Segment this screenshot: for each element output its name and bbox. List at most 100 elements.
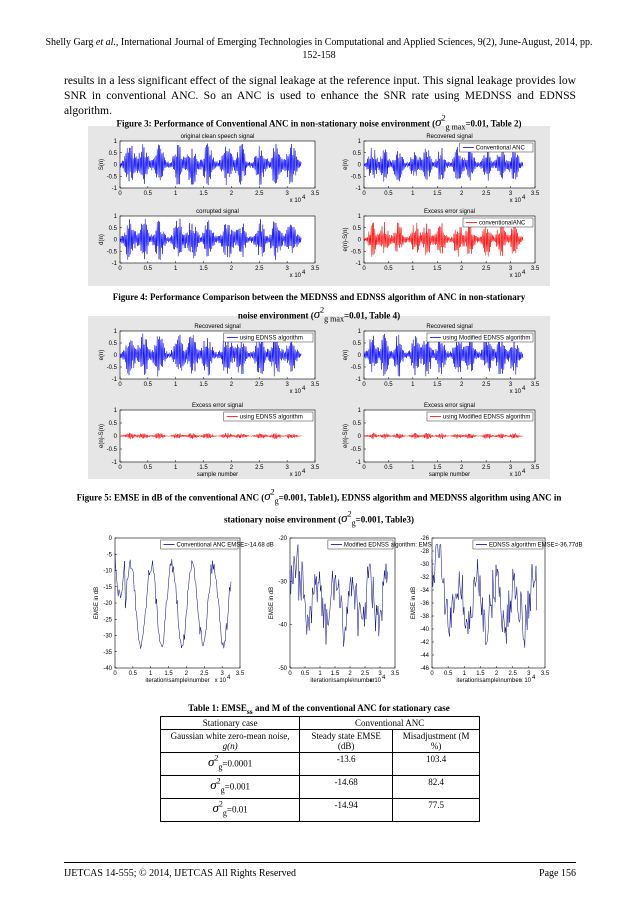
- footer-right: Page 156: [539, 868, 576, 879]
- plot-panel: -26 -28 -30 -32 -34 -36 -38 -40 -42 -44 -460 0.5 1 1.…: [411, 536, 582, 684]
- x-tick-label: 2.5: [482, 465, 491, 471]
- table-row: σ2g=0.0001 -13.6 103.4: [159, 752, 480, 776]
- y-label: EMSE in dB: [269, 587, 275, 619]
- x-tick-label: 3: [285, 382, 289, 388]
- x-tick-label: 3: [220, 671, 224, 677]
- y-tick-label: 0.5: [109, 421, 118, 427]
- x-tick-label: 3: [509, 382, 513, 388]
- y-label: e(n)-S(n): [99, 424, 105, 448]
- text: stationary noise environment (: [224, 514, 342, 525]
- symbol: σ: [264, 488, 271, 504]
- plot-panel: 10.50-0.5-10 0.5 1 1.5 2 2.5 3 3.5x 10 4original…: [99, 134, 320, 204]
- symbol: σ: [207, 754, 215, 770]
- y-tick-label: 1: [358, 214, 362, 220]
- plot-panel: -20-30-40-500 0.5 1 1.5 2 2.5 3 3.5x 10 4iterati…: [269, 536, 465, 684]
- footer-left: IJETCAS 14-555; © 2014, IJETCAS All Righ…: [64, 868, 297, 879]
- subscript: g: [220, 785, 225, 795]
- y-tick-label: -30: [420, 562, 429, 568]
- y-tick-label: 0: [114, 238, 118, 244]
- superscript: 2: [270, 488, 275, 497]
- figure-caption: Figure 5: EMSE in dB of the conventional…: [60, 486, 578, 508]
- text: =0.01: [226, 804, 248, 815]
- table-cell: σ2g=0.01: [159, 798, 301, 822]
- x-tick-label: 3.5: [236, 671, 245, 677]
- text: =0.001, Table3): [355, 514, 414, 525]
- x-tick-label: 3: [509, 191, 513, 197]
- symbol-group: σ2g: [264, 488, 278, 506]
- x-tick-label: 1: [318, 671, 322, 677]
- exponent-power: 4: [302, 270, 306, 276]
- waveform: [119, 333, 302, 377]
- table-row: Gaussian white zero-mean noise, g(n) Stea…: [159, 729, 480, 753]
- x-tick-label: 0.5: [129, 671, 138, 677]
- y-tick-label: -15: [103, 585, 112, 591]
- x-tick-label: 3: [527, 671, 531, 677]
- x-tick-label: 1.5: [476, 671, 485, 677]
- y-tick-label: -25: [103, 617, 112, 623]
- panel-title: original clean speech signal: [181, 134, 255, 140]
- x-label: iteration\sample\number: [145, 678, 209, 684]
- x-tick-label: 2: [460, 266, 464, 272]
- text: Table 1: EMSE: [188, 703, 247, 713]
- table-row: Stationary case Conventional ANC: [159, 716, 480, 730]
- exponent-power: 4: [522, 469, 526, 475]
- y-tick-label: -40: [103, 666, 112, 672]
- subscript: g: [351, 518, 356, 528]
- x-tick-label: 0.5: [384, 465, 393, 471]
- x-tick-label: 3.5: [311, 382, 320, 388]
- panel-title: Excess error signal: [424, 403, 475, 409]
- x-tick-label: 3: [378, 671, 382, 677]
- x-tick-label: 0: [118, 266, 122, 272]
- y-tick-label: 0: [114, 353, 118, 359]
- x-label: iteration\sample\number: [310, 678, 374, 684]
- table-cell: Misadjustment (M %): [392, 729, 480, 753]
- table-cell: Gaussian white zero-mean noise, g(n): [159, 729, 301, 753]
- legend-box: [223, 411, 314, 422]
- x-tick-label: 0: [113, 671, 117, 677]
- y-tick-label: 1: [114, 214, 118, 220]
- table-cell: -14.94: [299, 798, 394, 822]
- table-cell: Stationary case: [159, 716, 301, 730]
- table-row: σ2g=0.001 -14.68 82.4: [159, 775, 480, 799]
- y-tick-label: -0.5: [107, 174, 118, 180]
- plot-panel: 10.50-0.5-10 0.5 1 1.5 2 2.5 3 3.5x 10 4Recovere…: [99, 324, 320, 395]
- x-tick-label: 0: [118, 191, 122, 197]
- x-tick-label: 2.5: [482, 191, 491, 197]
- legend-box: [426, 411, 534, 422]
- y-label: e(n)-S(n): [343, 424, 349, 448]
- y-tick-label: -1: [356, 261, 362, 267]
- x-tick-label: 1.5: [433, 266, 442, 272]
- y-tick-label: -30: [103, 634, 112, 640]
- legend-label: using EDNSS algorithm: [240, 336, 303, 342]
- symbol: σ: [313, 306, 321, 322]
- x-tick-label: 1.5: [164, 671, 173, 677]
- legend-box: [160, 539, 239, 550]
- running-header: Shelly Garg et al., International Journa…: [40, 36, 598, 62]
- y-tick-label: 0: [358, 434, 362, 440]
- figure-caption: noise environment (σ2g max=0.01, Table 4…: [60, 304, 578, 326]
- x-tick-label: 2.5: [255, 382, 264, 388]
- panel-title: Recovered signal: [426, 324, 472, 330]
- y-tick-label: 0: [114, 163, 118, 169]
- x-tick-label: 0.5: [144, 382, 153, 388]
- exponent-power: 4: [522, 195, 526, 201]
- x-tick-label: 2.5: [255, 465, 264, 471]
- x-label: sample number: [429, 472, 470, 478]
- curve: [431, 544, 538, 648]
- y-tick-label: -40: [420, 627, 429, 633]
- x-tick-label: 3.5: [531, 191, 540, 197]
- x-tick-label: 0.5: [144, 191, 153, 197]
- x-tick-label: 1.5: [199, 465, 208, 471]
- waveform: [363, 432, 524, 440]
- x-tick-label: 2.5: [361, 671, 370, 677]
- table-cell: 103.4: [392, 752, 480, 776]
- x-tick-label: 2: [460, 382, 464, 388]
- x-tick-label: 2: [348, 671, 352, 677]
- x-tick-label: 1: [174, 465, 178, 471]
- y-tick-label: -32: [420, 575, 429, 581]
- legend-label: Conventional ANC EMSE=-14.68 dB: [177, 543, 274, 549]
- x-tick-label: 3.5: [311, 465, 320, 471]
- exponent-power: 4: [302, 195, 306, 201]
- text: noise environment (: [237, 310, 314, 321]
- y-tick-label: 0: [109, 536, 113, 542]
